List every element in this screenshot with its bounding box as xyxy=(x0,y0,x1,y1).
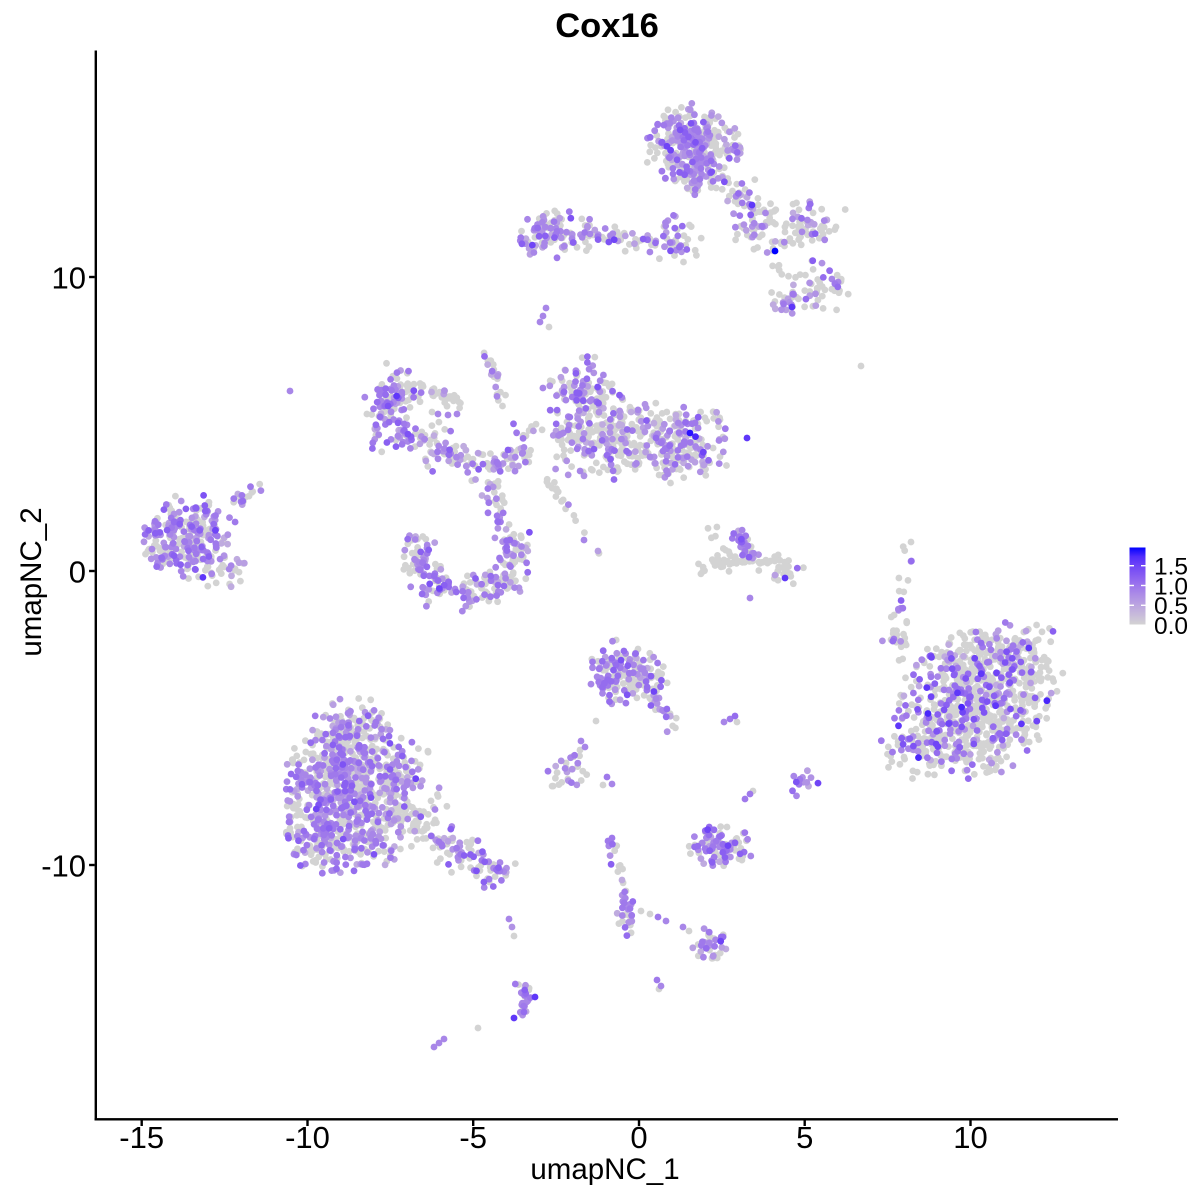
svg-text:-10: -10 xyxy=(41,848,86,883)
svg-text:1.0: 1.0 xyxy=(1154,573,1188,600)
svg-text:0.5: 0.5 xyxy=(1154,593,1188,620)
svg-text:10: 10 xyxy=(52,260,86,295)
svg-text:umapNC_1: umapNC_1 xyxy=(530,1153,679,1186)
svg-text:5: 5 xyxy=(796,1120,813,1155)
svg-text:-15: -15 xyxy=(119,1120,164,1155)
svg-text:-5: -5 xyxy=(459,1120,487,1155)
svg-text:0: 0 xyxy=(69,554,86,589)
svg-text:-10: -10 xyxy=(285,1120,330,1155)
svg-text:umapNC_2: umapNC_2 xyxy=(15,507,48,656)
svg-text:0: 0 xyxy=(630,1120,647,1155)
svg-text:10: 10 xyxy=(953,1120,987,1155)
svg-text:1.5: 1.5 xyxy=(1154,554,1188,581)
svg-text:Cox16: Cox16 xyxy=(555,7,659,45)
svg-text:0.0: 0.0 xyxy=(1154,613,1188,640)
